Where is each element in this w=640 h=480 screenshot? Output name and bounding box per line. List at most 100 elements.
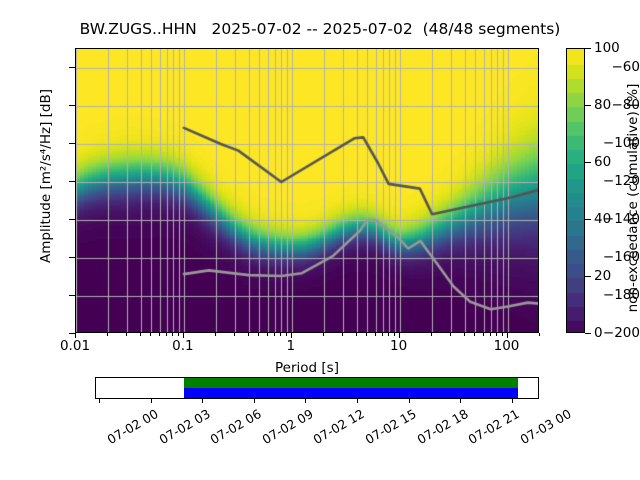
x-tick-label: 0.1 (172, 338, 194, 354)
x-tick-mark (291, 333, 293, 338)
x-tick-mark-minor (502, 333, 504, 336)
x-tick-mark-minor (166, 333, 168, 336)
x-tick-mark (507, 333, 509, 338)
timeline-tick-mark (305, 399, 307, 403)
x-tick-mark-minor (366, 333, 368, 336)
colorbar (566, 48, 585, 333)
timeline-tick-label: 07-03 00 (517, 406, 574, 448)
x-tick-mark-minor (159, 333, 161, 336)
x-tick-mark-minor (274, 333, 276, 336)
y-axis-label: Amplitude [m²/s⁴/Hz] [dB] (38, 89, 54, 264)
x-tick-mark-minor (258, 333, 260, 336)
x-tick-mark-minor (172, 333, 174, 336)
y-tick-mark (69, 67, 75, 69)
x-tick-mark-minor (490, 333, 492, 336)
x-tick-mark-minor (394, 333, 396, 336)
x-tick-mark-minor (464, 333, 466, 336)
colorbar-tick-mark (585, 48, 591, 50)
y-tick-mark (69, 143, 75, 145)
y-tick-label: −180 (602, 287, 640, 303)
y-tick-mark (69, 219, 75, 221)
noise-model-lines (76, 49, 538, 332)
x-tick-mark-minor (474, 333, 476, 336)
x-tick-label: 100 (493, 338, 520, 354)
timeline-tick-label: 07-02 18 (414, 406, 471, 448)
x-tick-mark (399, 333, 401, 338)
y-tick-mark (69, 181, 75, 183)
x-tick-mark-minor (107, 333, 109, 336)
y-tick-label: −80 (611, 97, 640, 113)
x-tick-mark-minor (140, 333, 142, 336)
colorbar-gradient (567, 49, 584, 332)
timeline-tick-label: 07-02 21 (465, 406, 522, 448)
timeline-tick-label: 07-02 12 (310, 406, 368, 448)
ppsd-plot-area (75, 48, 539, 333)
colorbar-label: non-exceedance (cumulative) [%] (625, 83, 640, 313)
colorbar-tick-label: 0 (594, 325, 603, 341)
timeline-tick-label: 07-02 06 (207, 406, 264, 448)
x-tick-mark-minor (356, 333, 358, 336)
x-tick-mark (183, 333, 185, 338)
colorbar-tick-label: 20 (594, 268, 612, 284)
colorbar-tick-label: 100 (594, 40, 620, 56)
x-tick-mark-minor (483, 333, 485, 336)
x-tick-mark-minor (234, 333, 236, 336)
timeline-tick-mark (409, 399, 411, 403)
timeline-tick-label: 07-02 15 (362, 406, 419, 448)
x-tick-mark-minor (342, 333, 344, 336)
y-tick-mark (69, 257, 75, 259)
y-tick-mark (69, 105, 75, 107)
x-tick-mark-minor (215, 333, 217, 336)
colorbar-tick-mark (585, 276, 591, 278)
colorbar-tick-mark (585, 105, 591, 107)
timeline-tick-label: 07-02 03 (156, 406, 213, 448)
x-tick-mark-minor (382, 333, 384, 336)
data-coverage-blue (184, 388, 519, 398)
y-tick-label: −120 (602, 173, 640, 189)
x-axis-label: Period [s] (275, 360, 339, 376)
x-tick-mark-minor (248, 333, 250, 336)
x-tick-mark-minor (126, 333, 128, 336)
x-tick-mark-minor (150, 333, 152, 336)
x-tick-mark-minor (431, 333, 433, 336)
x-tick-mark-minor (323, 333, 325, 336)
x-tick-label: 0.01 (59, 338, 91, 354)
y-tick-label: −140 (602, 211, 640, 227)
colorbar-tick-mark (585, 219, 591, 221)
y-tick-label: −60 (611, 59, 640, 75)
y-tick-mark (69, 295, 75, 297)
timeline-tick-label: 07-02 09 (259, 406, 316, 448)
x-tick-label: 1 (286, 338, 296, 354)
timeline-tick-mark (99, 399, 101, 403)
timeline-tick-mark (357, 399, 359, 403)
y-tick-label: −160 (602, 249, 640, 265)
timeline-tick-mark (254, 399, 256, 403)
colorbar-tick-label: 40 (594, 211, 612, 227)
colorbar-tick-label: 80 (594, 97, 612, 113)
x-tick-mark-minor (450, 333, 452, 336)
y-tick-mark (69, 333, 75, 335)
timeline-tick-mark (151, 399, 153, 403)
x-tick-mark-minor (280, 333, 282, 336)
timeline-tick-mark (460, 399, 462, 403)
data-coverage-timeline (95, 377, 539, 399)
timeline-tick-label: 07-02 00 (104, 406, 161, 448)
x-tick-mark-minor (178, 333, 180, 336)
plot-title: BW.ZUGS..HHN 2025-07-02 -- 2025-07-02 (4… (79, 20, 561, 38)
x-tick-mark-minor (267, 333, 269, 336)
data-coverage-green (184, 378, 519, 388)
timeline-tick-mark (512, 399, 514, 403)
x-tick-mark-minor (496, 333, 498, 336)
x-tick-mark-minor (539, 333, 541, 336)
x-tick-mark-minor (388, 333, 390, 336)
x-tick-mark (75, 333, 77, 338)
y-tick-label: −200 (602, 325, 640, 341)
colorbar-tick-mark (585, 162, 591, 164)
x-tick-label: 10 (390, 338, 408, 354)
timeline-tick-mark (202, 399, 204, 403)
y-tick-label: −100 (602, 135, 640, 151)
x-tick-mark-minor (286, 333, 288, 336)
colorbar-tick-mark (585, 333, 591, 335)
colorbar-tick-label: 60 (594, 154, 612, 170)
